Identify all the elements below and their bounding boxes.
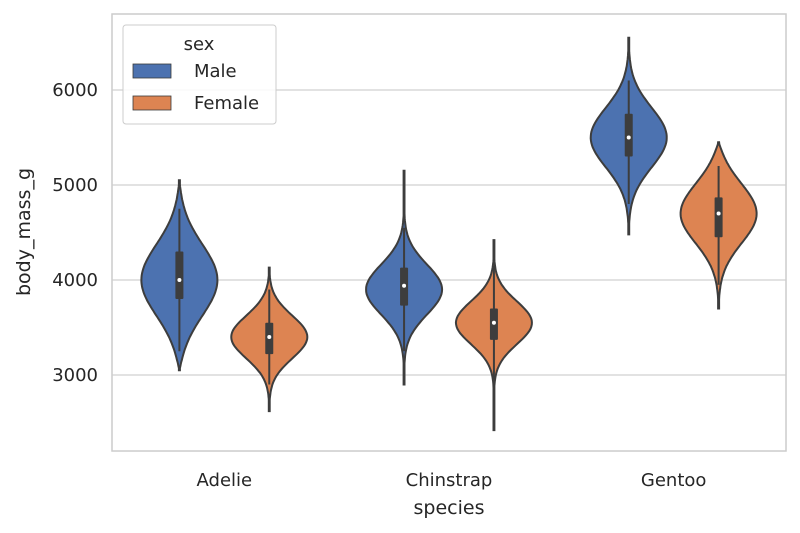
y-tick-labels: 3000 4000 5000 6000 [52,80,98,386]
y-axis-title: body_mass_g [13,168,35,296]
y-tick-label-5000: 5000 [52,175,98,196]
legend-title: sex [184,34,215,55]
x-tick-label-adelie: Adelie [197,470,253,491]
y-tick-label-6000: 6000 [52,80,98,101]
median-dot-female-adelie [267,335,272,339]
iqr-box-male-gentoo [624,113,633,157]
x-tick-label-chinstrap: Chinstrap [406,470,493,491]
median-dot-male-gentoo [626,135,631,140]
legend-swatch-female [132,95,172,111]
legend-swatch-male [132,63,172,79]
y-tick-label-3000: 3000 [52,365,98,386]
iqr-box-male-adelie [175,251,184,299]
x-axis-title: species [414,497,485,519]
median-dot-female-gentoo [716,211,721,216]
legend: sex Male Female [122,24,277,125]
median-dot-male-chinstrap [402,283,407,288]
y-tick-label-4000: 4000 [52,270,98,291]
x-tick-labels: Adelie Chinstrap Gentoo [197,470,707,491]
plot-frame [111,13,787,452]
x-tick-label-gentoo: Gentoo [641,470,707,491]
median-dot-male-adelie [177,278,182,282]
violin-plot-area [140,36,758,432]
median-dot-female-chinstrap [491,320,496,325]
legend-label-male: Male [194,61,237,82]
iqr-box-female-gentoo [714,197,723,238]
legend-label-female: Female [194,93,259,114]
